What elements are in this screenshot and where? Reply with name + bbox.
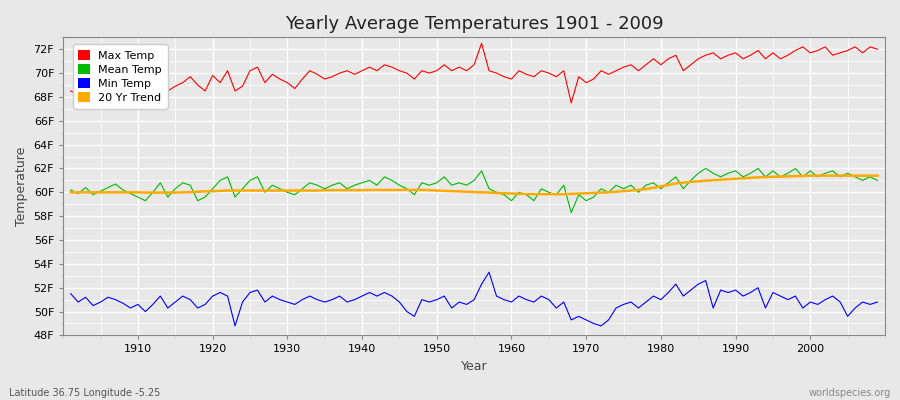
Title: Yearly Average Temperatures 1901 - 2009: Yearly Average Temperatures 1901 - 2009 xyxy=(284,15,663,33)
Legend: Max Temp, Mean Temp, Min Temp, 20 Yr Trend: Max Temp, Mean Temp, Min Temp, 20 Yr Tre… xyxy=(73,44,167,109)
Text: worldspecies.org: worldspecies.org xyxy=(809,388,891,398)
Y-axis label: Temperature: Temperature xyxy=(15,147,28,226)
Text: Latitude 36.75 Longitude -5.25: Latitude 36.75 Longitude -5.25 xyxy=(9,388,160,398)
X-axis label: Year: Year xyxy=(461,360,488,373)
